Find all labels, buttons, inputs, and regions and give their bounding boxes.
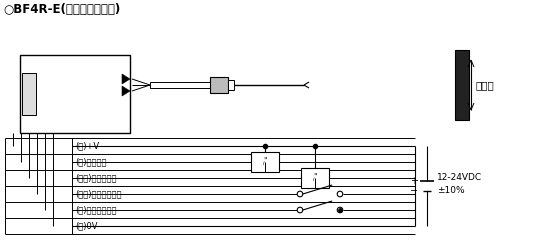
Text: (粉红)外部同步输入: (粉红)外部同步输入 [75, 189, 121, 199]
Text: ○BF4R-E(外部同步输入型): ○BF4R-E(外部同步输入型) [3, 3, 120, 16]
Bar [210, 77, 228, 93]
Text: (蓝)0V: (蓝)0V [75, 221, 97, 230]
Circle shape [337, 191, 343, 197]
Bar [228, 80, 234, 90]
Text: 检测物: 检测物 [476, 80, 494, 90]
Circle shape [337, 207, 343, 213]
Text: (褐)+V: (褐)+V [75, 141, 99, 150]
Text: (白色)自诊断输出: (白色)自诊断输出 [75, 174, 116, 182]
Circle shape [24, 79, 34, 87]
Circle shape [24, 99, 34, 107]
Text: $_i$": $_i$" [312, 172, 318, 184]
Bar [301, 168, 329, 188]
Text: (橙)透光停止输入: (橙)透光停止输入 [75, 206, 116, 214]
Text: (黑)控制输出: (黑)控制输出 [75, 158, 107, 167]
Text: −: − [410, 186, 418, 196]
Circle shape [297, 207, 303, 213]
Text: $_i$": $_i$" [262, 156, 268, 168]
Bar [150, 82, 210, 88]
Bar [251, 152, 279, 172]
Text: +: + [410, 176, 418, 186]
Polygon shape [122, 74, 130, 84]
Text: 12-24VDC
±10%: 12-24VDC ±10% [437, 173, 482, 195]
Circle shape [297, 191, 303, 197]
Bar [22, 73, 36, 115]
Polygon shape [122, 86, 130, 96]
Bar [455, 50, 469, 120]
Bar [20, 55, 130, 133]
